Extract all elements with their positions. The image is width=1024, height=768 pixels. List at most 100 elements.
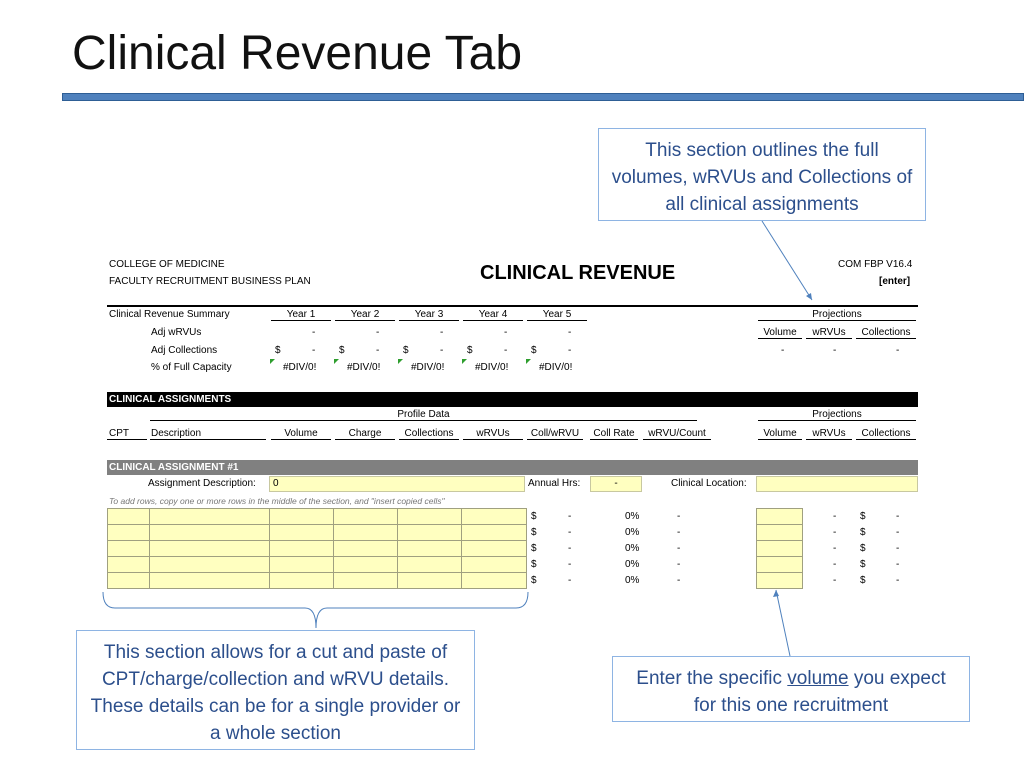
- volume-cell[interactable]: [269, 572, 334, 589]
- description-cell[interactable]: [149, 508, 270, 525]
- row-proj-currency: $: [860, 527, 866, 538]
- copy-rows-note: To add rows, copy one or more rows in th…: [109, 496, 445, 506]
- annual-hrs-input[interactable]: -: [590, 476, 642, 492]
- cpt-cell[interactable]: [107, 556, 150, 573]
- volume-cell[interactable]: [269, 540, 334, 557]
- row-proj-wrvus: -: [833, 543, 837, 554]
- summary-label: Clinical Revenue Summary: [109, 309, 230, 320]
- collections-cell[interactable]: [397, 556, 462, 573]
- header-rule: [107, 305, 918, 307]
- volume-cell[interactable]: [269, 508, 334, 525]
- row-coll-wrvu: -: [568, 543, 572, 554]
- callout-volume-text-pre: Enter the specific: [636, 668, 788, 689]
- wrvus-cell[interactable]: [461, 540, 527, 557]
- row-proj-collections: -: [896, 527, 900, 538]
- adj-coll-y4: -: [504, 345, 508, 356]
- projected-volume-cell[interactable]: [756, 556, 803, 573]
- adj-coll-y3: -: [440, 345, 444, 356]
- description-cell[interactable]: [149, 524, 270, 541]
- cpt-cell[interactable]: [107, 540, 150, 557]
- row-proj-currency: $: [860, 511, 866, 522]
- row-proj-wrvus: -: [833, 575, 837, 586]
- projected-volume-cell[interactable]: [756, 524, 803, 541]
- volume-cell[interactable]: [269, 556, 334, 573]
- row-wrvu-count: -: [677, 511, 681, 522]
- row-coll-wrvu: -: [568, 575, 572, 586]
- projected-volume-cell[interactable]: [756, 540, 803, 557]
- wrvus-cell[interactable]: [461, 508, 527, 525]
- charge-cell[interactable]: [333, 508, 398, 525]
- capacity-y3: #DIV/0!: [411, 362, 445, 373]
- comment-marker: [334, 359, 339, 364]
- collections-cell[interactable]: [397, 524, 462, 541]
- description-cell[interactable]: [149, 572, 270, 589]
- org-line1: COLLEGE OF MEDICINE: [109, 259, 225, 270]
- projected-volume-cell[interactable]: [756, 572, 803, 589]
- year-1-header: Year 1: [271, 309, 331, 321]
- clinical-location-input[interactable]: [756, 476, 918, 492]
- collections-cell[interactable]: [397, 572, 462, 589]
- volume-cell[interactable]: [269, 524, 334, 541]
- row-proj-currency: $: [860, 543, 866, 554]
- col-description: Description: [150, 428, 266, 440]
- description-cell[interactable]: [149, 556, 270, 573]
- callout-volume-underlined: volume: [787, 668, 849, 689]
- assignment-description-label: Assignment Description:: [148, 478, 256, 489]
- col-proj-volume: Volume: [758, 428, 802, 440]
- adj-coll-y1: -: [312, 345, 316, 356]
- cpt-cell[interactable]: [107, 524, 150, 541]
- comment-marker: [270, 359, 275, 364]
- cpt-input-grid: [107, 508, 527, 589]
- wrvus-cell[interactable]: [461, 524, 527, 541]
- comment-marker: [462, 359, 467, 364]
- adj-coll-cur-4: $: [467, 345, 473, 356]
- charge-cell[interactable]: [333, 556, 398, 573]
- col-coll-rate: Coll Rate: [590, 428, 638, 440]
- adj-wrvus-label: Adj wRVUs: [151, 327, 202, 338]
- row-proj-collections: -: [896, 559, 900, 570]
- col-collections: Collections: [399, 428, 459, 440]
- row-currency: $: [531, 511, 537, 522]
- adj-coll-y2: -: [376, 345, 380, 356]
- row-proj-collections: -: [896, 511, 900, 522]
- col-wrvu-count: wRVU/Count: [643, 428, 711, 440]
- assignment-description-input[interactable]: 0: [269, 476, 525, 492]
- charge-cell[interactable]: [333, 524, 398, 541]
- adj-coll-cur-1: $: [275, 345, 281, 356]
- proj-wrvus-value: -: [833, 345, 837, 356]
- row-coll-wrvu: -: [568, 559, 572, 570]
- charge-cell[interactable]: [333, 540, 398, 557]
- col-proj-wrvus: wRVUs: [806, 428, 852, 440]
- row-proj-collections: -: [896, 575, 900, 586]
- description-cell[interactable]: [149, 540, 270, 557]
- wrvus-cell[interactable]: [461, 572, 527, 589]
- year-2-header: Year 2: [335, 309, 395, 321]
- callout-summary-text: This section outlines the full volumes, …: [611, 140, 913, 215]
- wrvus-cell[interactable]: [461, 556, 527, 573]
- collections-cell[interactable]: [397, 508, 462, 525]
- row-proj-currency: $: [860, 559, 866, 570]
- assignments-projections-header: Projections: [758, 409, 916, 421]
- full-capacity-label: % of Full Capacity: [151, 362, 232, 373]
- adj-coll-cur-2: $: [339, 345, 345, 356]
- charge-cell[interactable]: [333, 572, 398, 589]
- clinical-assignment-1-header: CLINICAL ASSIGNMENT #1: [107, 460, 918, 475]
- proj-collections-value: -: [896, 345, 900, 356]
- cpt-cell[interactable]: [107, 572, 150, 589]
- adj-coll-y5: -: [568, 345, 572, 356]
- sheet-title: CLINICAL REVENUE: [480, 262, 676, 284]
- cpt-cell[interactable]: [107, 508, 150, 525]
- capacity-y1: #DIV/0!: [283, 362, 317, 373]
- callout-summary: This section outlines the full volumes, …: [598, 128, 926, 221]
- adj-wrvus-y4: -: [504, 327, 508, 338]
- callout-cut-paste: This section allows for a cut and paste …: [76, 630, 475, 750]
- adj-coll-cur-5: $: [531, 345, 537, 356]
- row-currency: $: [531, 559, 537, 570]
- year-3-header: Year 3: [399, 309, 459, 321]
- projected-volume-cell[interactable]: [756, 508, 803, 525]
- org-line2: FACULTY RECRUITMENT BUSINESS PLAN: [109, 276, 311, 287]
- collections-cell[interactable]: [397, 540, 462, 557]
- row-proj-wrvus: -: [833, 511, 837, 522]
- enter-label: [enter]: [879, 276, 911, 287]
